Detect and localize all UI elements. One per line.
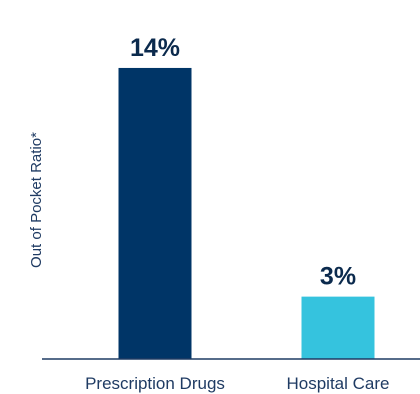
bars-layer — [118, 67, 375, 360]
y-axis-label: Out of Pocket Ratio* — [28, 132, 45, 268]
labels-layer: 14% Prescription Drugs 3% Hospital Care — [85, 34, 389, 393]
data-label-1: 3% — [320, 263, 356, 291]
bar-1 — [301, 296, 375, 359]
category-label-0: Prescription Drugs — [85, 374, 225, 393]
bar-0 — [118, 67, 192, 360]
category-label-1: Hospital Care — [287, 374, 390, 393]
data-label-0: 14% — [130, 34, 180, 62]
